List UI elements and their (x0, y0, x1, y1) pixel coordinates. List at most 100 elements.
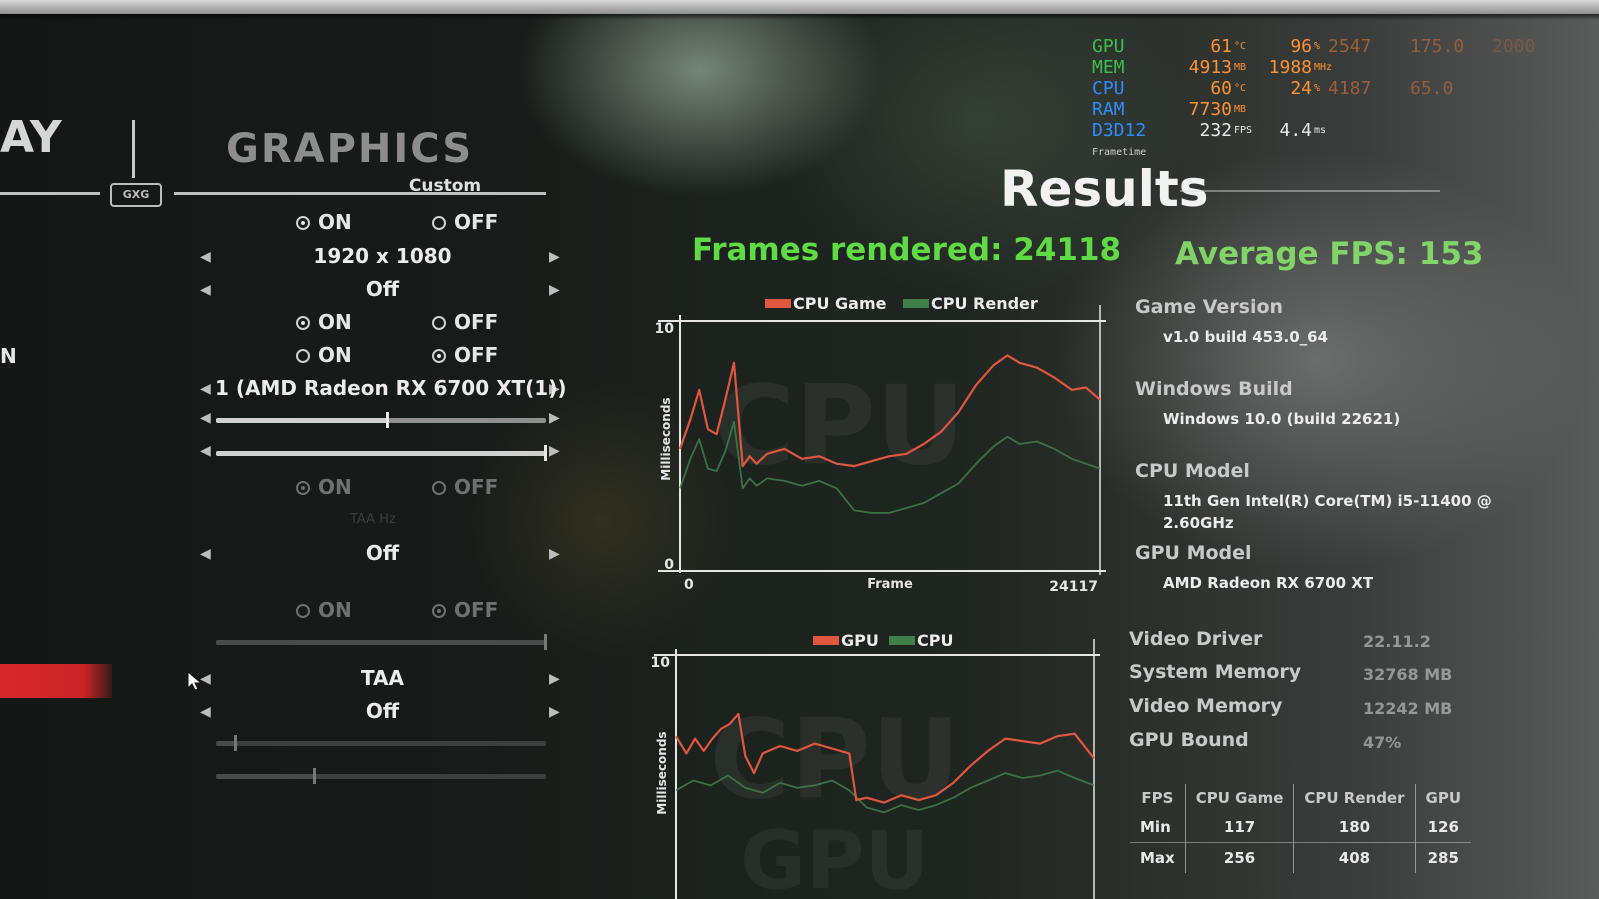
osd-value: °C (1234, 83, 1247, 94)
radio-option-on[interactable]: ON (296, 343, 352, 367)
osd-row-ram: RAM 7730 MB (1092, 99, 1592, 120)
info-value: v1.0 build 453.0_64 (1163, 328, 1329, 346)
y-tick-label: 10 (651, 655, 671, 671)
osd-value: °C (1234, 41, 1247, 52)
arrow-right-icon[interactable]: ▶ (549, 410, 560, 426)
setting-slider[interactable] (216, 634, 547, 650)
osd-value: FPS (1234, 125, 1253, 136)
osd-value: % (1314, 41, 1321, 52)
mouse-cursor-icon (187, 670, 203, 691)
stat-value: 22.11.2 (1363, 632, 1431, 651)
arrow-left-icon[interactable]: ◀ (200, 282, 211, 298)
table-header: GPU (1414, 784, 1472, 812)
radio-selected-icon (296, 316, 310, 330)
slider-knob[interactable] (385, 412, 389, 428)
osd-value: MHz (1314, 62, 1333, 73)
osd-label: RAM (1092, 99, 1125, 120)
arrow-left-icon[interactable]: ◀ (200, 671, 211, 687)
radio-option-off[interactable]: OFF (432, 210, 498, 234)
table-header: FPS (1141, 789, 1174, 807)
info-label: CPU Model (1135, 460, 1250, 482)
radio-option-label: OFF (454, 310, 499, 334)
radio-option-on[interactable]: ON (296, 475, 352, 499)
radio-option-off[interactable]: OFF (432, 475, 498, 499)
setting-value: Off (365, 277, 400, 301)
tab-display-partial[interactable]: AY (0, 112, 62, 163)
radio-option-label: ON (318, 475, 352, 499)
radio-selected-icon (432, 349, 446, 363)
slider-knob[interactable] (544, 445, 547, 461)
setting-value: 1920 x 1080 (313, 244, 452, 268)
frames-rendered: Frames rendered: 24118 (692, 232, 1122, 268)
arrow-left-icon[interactable]: ◀ (200, 249, 211, 265)
partial-option-label: N (0, 344, 17, 368)
osd-label: GPU (1092, 36, 1125, 57)
radio-option-label: OFF (454, 475, 499, 499)
radio-option-off[interactable]: OFF (432, 343, 498, 367)
table-row: Max 256 408 285 (1130, 842, 1472, 873)
radio-option-on[interactable]: ON (296, 598, 352, 622)
x-tick-label: 24117 (1049, 579, 1098, 595)
setting-slider[interactable] (216, 445, 547, 461)
y-tick-label: 10 (655, 321, 675, 337)
radio-option-off[interactable]: OFF (432, 310, 498, 334)
chart-watermark: CPU (714, 362, 965, 490)
stat-label: Video Driver (1129, 628, 1263, 650)
setting-slider[interactable] (216, 768, 546, 784)
arrow-right-icon[interactable]: ▶ (549, 671, 560, 687)
osd-value: 4913 (1188, 57, 1232, 78)
slider-knob[interactable] (313, 768, 316, 784)
slider-fill (216, 451, 546, 456)
table-row: Min 117 180 126 (1130, 812, 1472, 843)
setting-value: Off (365, 699, 400, 723)
arrow-right-icon[interactable]: ▶ (549, 546, 560, 562)
radio-empty-icon (432, 316, 446, 330)
arrow-right-icon[interactable]: ▶ (549, 381, 560, 397)
setting-slider[interactable] (216, 735, 546, 751)
arrow-right-icon[interactable]: ▶ (549, 443, 560, 459)
stat-value: 32768 MB (1363, 665, 1453, 684)
arrow-left-icon[interactable]: ◀ (200, 410, 211, 426)
arrow-left-icon[interactable]: ◀ (200, 443, 211, 459)
setting-value: Off (365, 541, 400, 565)
legend-label: CPU Game (793, 294, 887, 313)
radio-option-label: ON (318, 310, 352, 334)
slider-fill (216, 741, 236, 746)
arrow-left-icon[interactable]: ◀ (200, 381, 211, 397)
arrow-left-icon[interactable]: ◀ (200, 546, 211, 562)
radio-option-label: OFF (454, 210, 499, 234)
tab-graphics[interactable]: GRAPHICS (226, 126, 474, 172)
radio-empty-icon (432, 216, 446, 230)
stat-value: 47% (1363, 733, 1402, 752)
arrow-left-icon[interactable]: ◀ (200, 704, 211, 720)
slider-knob[interactable] (544, 634, 547, 650)
radio-option-on[interactable]: ON (296, 310, 352, 334)
setting-value: 1 (AMD Radeon RX 6700 XT(1)) (215, 376, 567, 400)
selected-row-highlight[interactable] (0, 664, 112, 698)
series-line-cpu-render (679, 420, 1101, 514)
info-label: Game Version (1135, 296, 1284, 318)
radio-option-label: OFF (454, 343, 499, 367)
table-cell: 285 (1414, 842, 1472, 873)
osd-value: 7730 (1188, 99, 1232, 120)
legend-swatch (813, 636, 839, 645)
setting-slider[interactable] (216, 412, 546, 428)
arrow-right-icon[interactable]: ▶ (549, 249, 560, 265)
osd-value: MB (1234, 104, 1247, 115)
tab-divider (132, 120, 135, 178)
arrow-right-icon[interactable]: ▶ (549, 704, 560, 720)
radio-option-off[interactable]: OFF (432, 598, 498, 622)
osd-row-cpu: CPU 60 °C 24% 4187 65.0 (1092, 78, 1592, 99)
legend-label: CPU (917, 631, 953, 650)
tab-underline (0, 192, 100, 195)
arrow-right-icon[interactable]: ▶ (549, 282, 560, 298)
table-header: CPU Game (1184, 784, 1294, 812)
slider-knob[interactable] (233, 735, 237, 751)
x-tick-label: 0 (684, 577, 694, 593)
osd-value: 96 (1290, 36, 1312, 57)
radio-option-on[interactable]: ON (296, 210, 352, 234)
stat-label: GPU Bound (1129, 729, 1249, 751)
y-tick-label: 0 (664, 557, 674, 573)
performance-overlay: GPU 61 °C 96% 2547 175.0 2000 MEM 4913 MB 1988 MHz C… (1092, 36, 1592, 158)
